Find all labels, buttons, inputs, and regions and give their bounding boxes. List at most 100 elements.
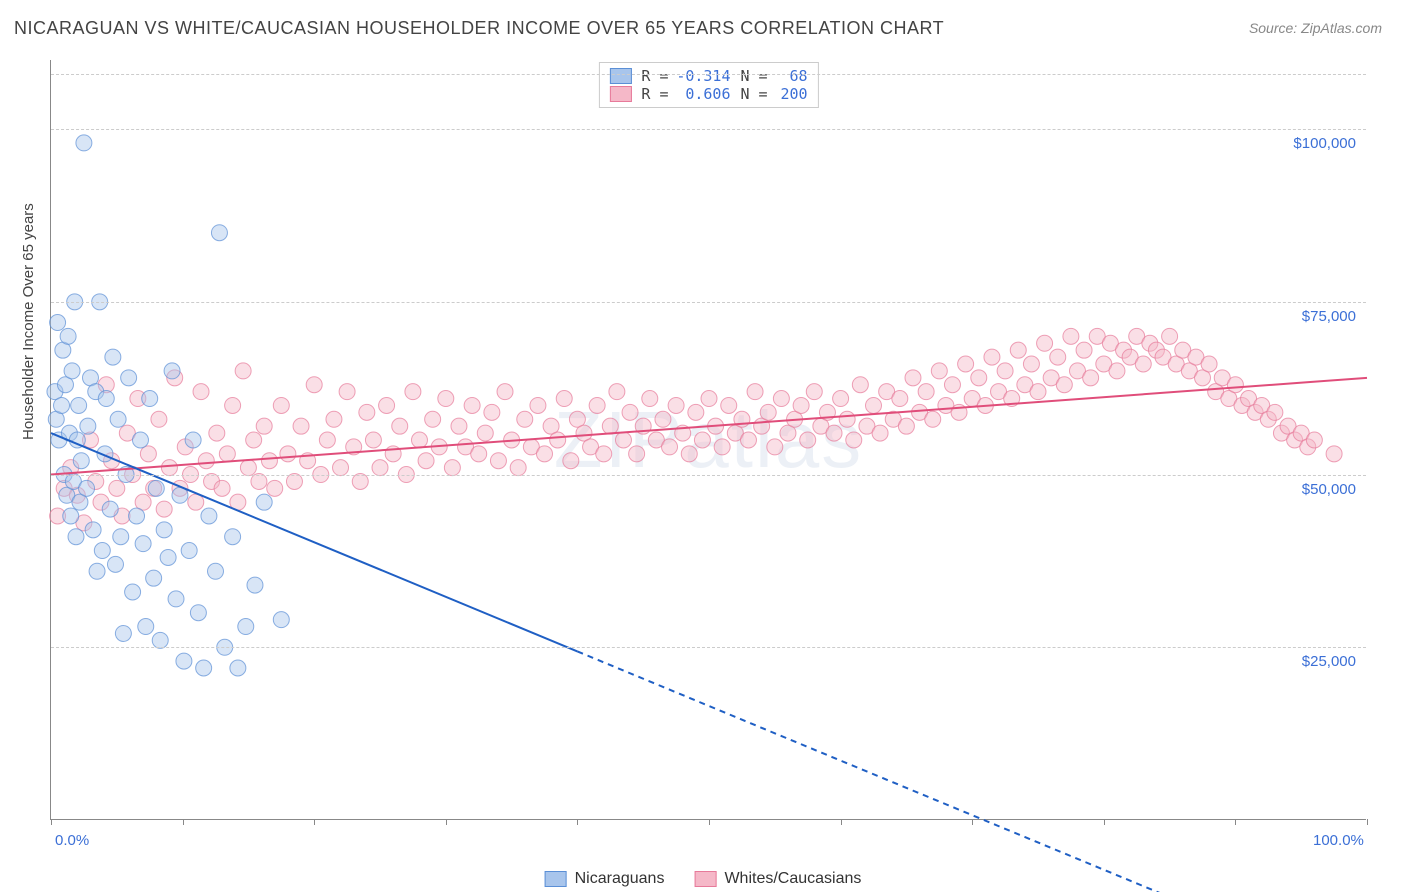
y-tick-label: $25,000: [1302, 653, 1356, 670]
data-point: [68, 529, 84, 545]
data-point: [846, 432, 862, 448]
data-point: [230, 660, 246, 676]
data-point: [1030, 384, 1046, 400]
data-point: [102, 501, 118, 517]
data-point: [944, 377, 960, 393]
data-point: [688, 404, 704, 420]
n-label: N =68: [741, 67, 808, 85]
data-point: [79, 480, 95, 496]
data-point: [892, 391, 908, 407]
data-point: [50, 315, 66, 331]
data-point: [256, 418, 272, 434]
data-point: [833, 391, 849, 407]
data-point: [208, 563, 224, 579]
legend-label-whites: Whites/Caucasians: [724, 870, 861, 888]
data-point: [64, 363, 80, 379]
data-point: [464, 397, 480, 413]
data-point: [135, 536, 151, 552]
data-point: [151, 411, 167, 427]
data-point: [286, 473, 302, 489]
data-point: [109, 480, 125, 496]
data-point: [219, 446, 235, 462]
data-point: [246, 432, 262, 448]
data-point: [235, 363, 251, 379]
swatch-whites: [609, 86, 631, 102]
data-point: [721, 397, 737, 413]
data-point: [1037, 335, 1053, 351]
n-label: N =200: [741, 85, 808, 103]
data-point: [477, 425, 493, 441]
data-point: [372, 460, 388, 476]
data-point: [556, 391, 572, 407]
data-point: [142, 391, 158, 407]
data-point: [168, 591, 184, 607]
data-point: [471, 446, 487, 462]
data-point: [1306, 432, 1322, 448]
data-point: [760, 404, 776, 420]
x-tick: [314, 819, 315, 825]
data-point: [1326, 446, 1342, 462]
data-point: [530, 397, 546, 413]
data-point: [125, 584, 141, 600]
data-point: [54, 397, 70, 413]
data-point: [188, 494, 204, 510]
x-tick: [183, 819, 184, 825]
data-point: [359, 404, 375, 420]
data-point: [1135, 356, 1151, 372]
data-point: [484, 404, 500, 420]
data-point: [326, 411, 342, 427]
data-point: [668, 397, 684, 413]
x-tick: [1235, 819, 1236, 825]
data-point: [411, 432, 427, 448]
data-point: [256, 494, 272, 510]
data-point: [826, 425, 842, 441]
data-point: [267, 480, 283, 496]
data-point: [110, 411, 126, 427]
data-point: [872, 425, 888, 441]
data-point: [140, 446, 156, 462]
data-point: [352, 473, 368, 489]
data-point: [198, 453, 214, 469]
data-point: [161, 460, 177, 476]
data-point: [681, 446, 697, 462]
x-tick: [446, 819, 447, 825]
gridline: [51, 647, 1366, 648]
data-point: [196, 660, 212, 676]
source-label: Source: ZipAtlas.com: [1249, 20, 1382, 36]
legend-label-nicaraguans: Nicaraguans: [575, 870, 665, 888]
chart-title: NICARAGUAN VS WHITE/CAUCASIAN HOUSEHOLDE…: [14, 18, 944, 39]
gridline: [51, 475, 1366, 476]
data-point: [115, 625, 131, 641]
x-tick: [1367, 819, 1368, 825]
y-tick-label: $75,000: [1302, 308, 1356, 325]
swatch-nicaraguans-bottom: [545, 871, 567, 887]
plot-area: ZIPatlas R =-0.314 N =68 R =0.606 N =200…: [50, 60, 1366, 820]
data-point: [925, 411, 941, 427]
data-point: [238, 619, 254, 635]
data-point: [701, 391, 717, 407]
data-point: [1083, 370, 1099, 386]
data-point: [176, 653, 192, 669]
data-point: [107, 556, 123, 572]
data-point: [73, 453, 89, 469]
data-point: [800, 432, 816, 448]
x-tick-label: 100.0%: [1313, 832, 1364, 849]
legend-item-nicaraguans: Nicaraguans: [545, 870, 665, 888]
data-point: [839, 411, 855, 427]
data-point: [662, 439, 678, 455]
data-point: [971, 370, 987, 386]
data-point: [517, 411, 533, 427]
data-point: [181, 543, 197, 559]
data-point: [71, 397, 87, 413]
data-point: [714, 439, 730, 455]
data-point: [251, 473, 267, 489]
data-point: [113, 529, 129, 545]
data-point: [156, 501, 172, 517]
data-point: [563, 453, 579, 469]
data-point: [60, 328, 76, 344]
data-point: [333, 460, 349, 476]
data-point: [773, 391, 789, 407]
legend-row-nicaraguans: R =-0.314 N =68: [609, 67, 807, 85]
data-point: [497, 384, 513, 400]
data-point: [444, 460, 460, 476]
